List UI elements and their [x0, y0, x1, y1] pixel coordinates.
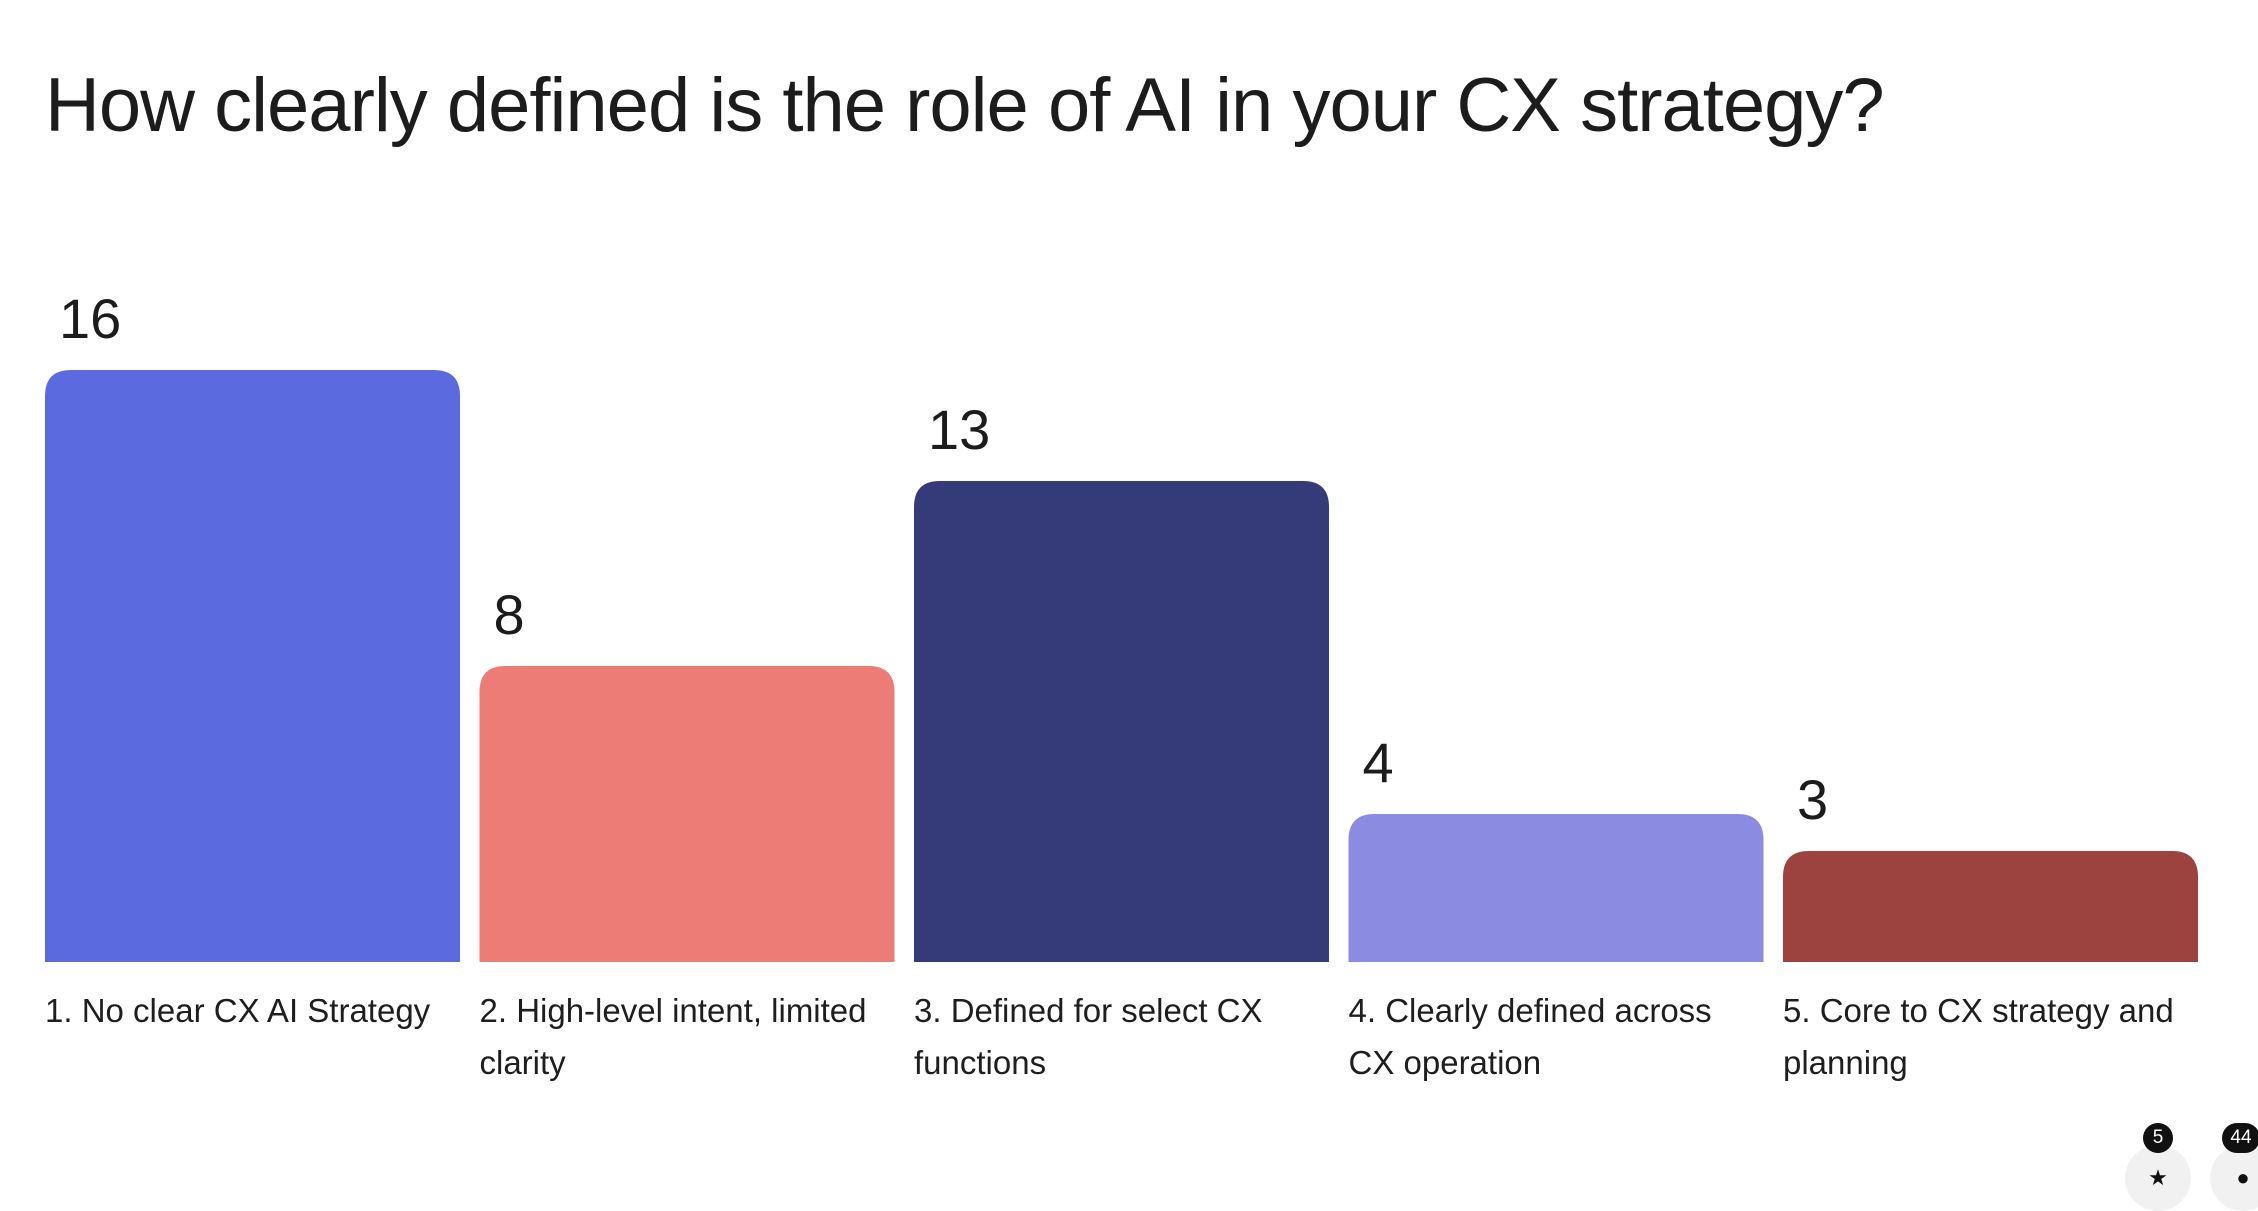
bar-1 — [45, 370, 460, 962]
category-label-3: 3. Defined for select CX functions — [914, 992, 1263, 1081]
bar-3 — [914, 481, 1329, 962]
bar-value-label-4: 4 — [1363, 731, 1394, 794]
category-label-2: 2. High-level intent, limited clarity — [479, 992, 867, 1081]
bar-4 — [1348, 814, 1764, 962]
category-label-5: 5. Core to CX strategy and planning — [1783, 992, 2174, 1081]
bar-2 — [479, 666, 895, 962]
participants-count-badge: 44 — [2222, 1123, 2258, 1153]
bar-value-label-5: 3 — [1797, 768, 1828, 831]
person-icon: ● — [2236, 1165, 2250, 1190]
bar-5 — [1783, 851, 2198, 962]
reactions-button[interactable]: ★ — [2125, 1145, 2191, 1211]
chart-title: How clearly defined is the role of AI in… — [45, 63, 1885, 148]
bar-value-label-2: 8 — [494, 583, 525, 646]
category-label-4: 4. Clearly defined across CX operation — [1348, 992, 1712, 1081]
bar-value-label-3: 13 — [928, 398, 990, 461]
bar-chart: 16 8 13 4 3 — [45, 287, 2198, 962]
reactions-count-badge: 5 — [2143, 1123, 2173, 1153]
star-icon: ★ — [2148, 1165, 2168, 1190]
category-label-1: 1. No clear CX AI Strategy — [45, 992, 431, 1029]
bar-value-label-1: 16 — [59, 287, 121, 350]
